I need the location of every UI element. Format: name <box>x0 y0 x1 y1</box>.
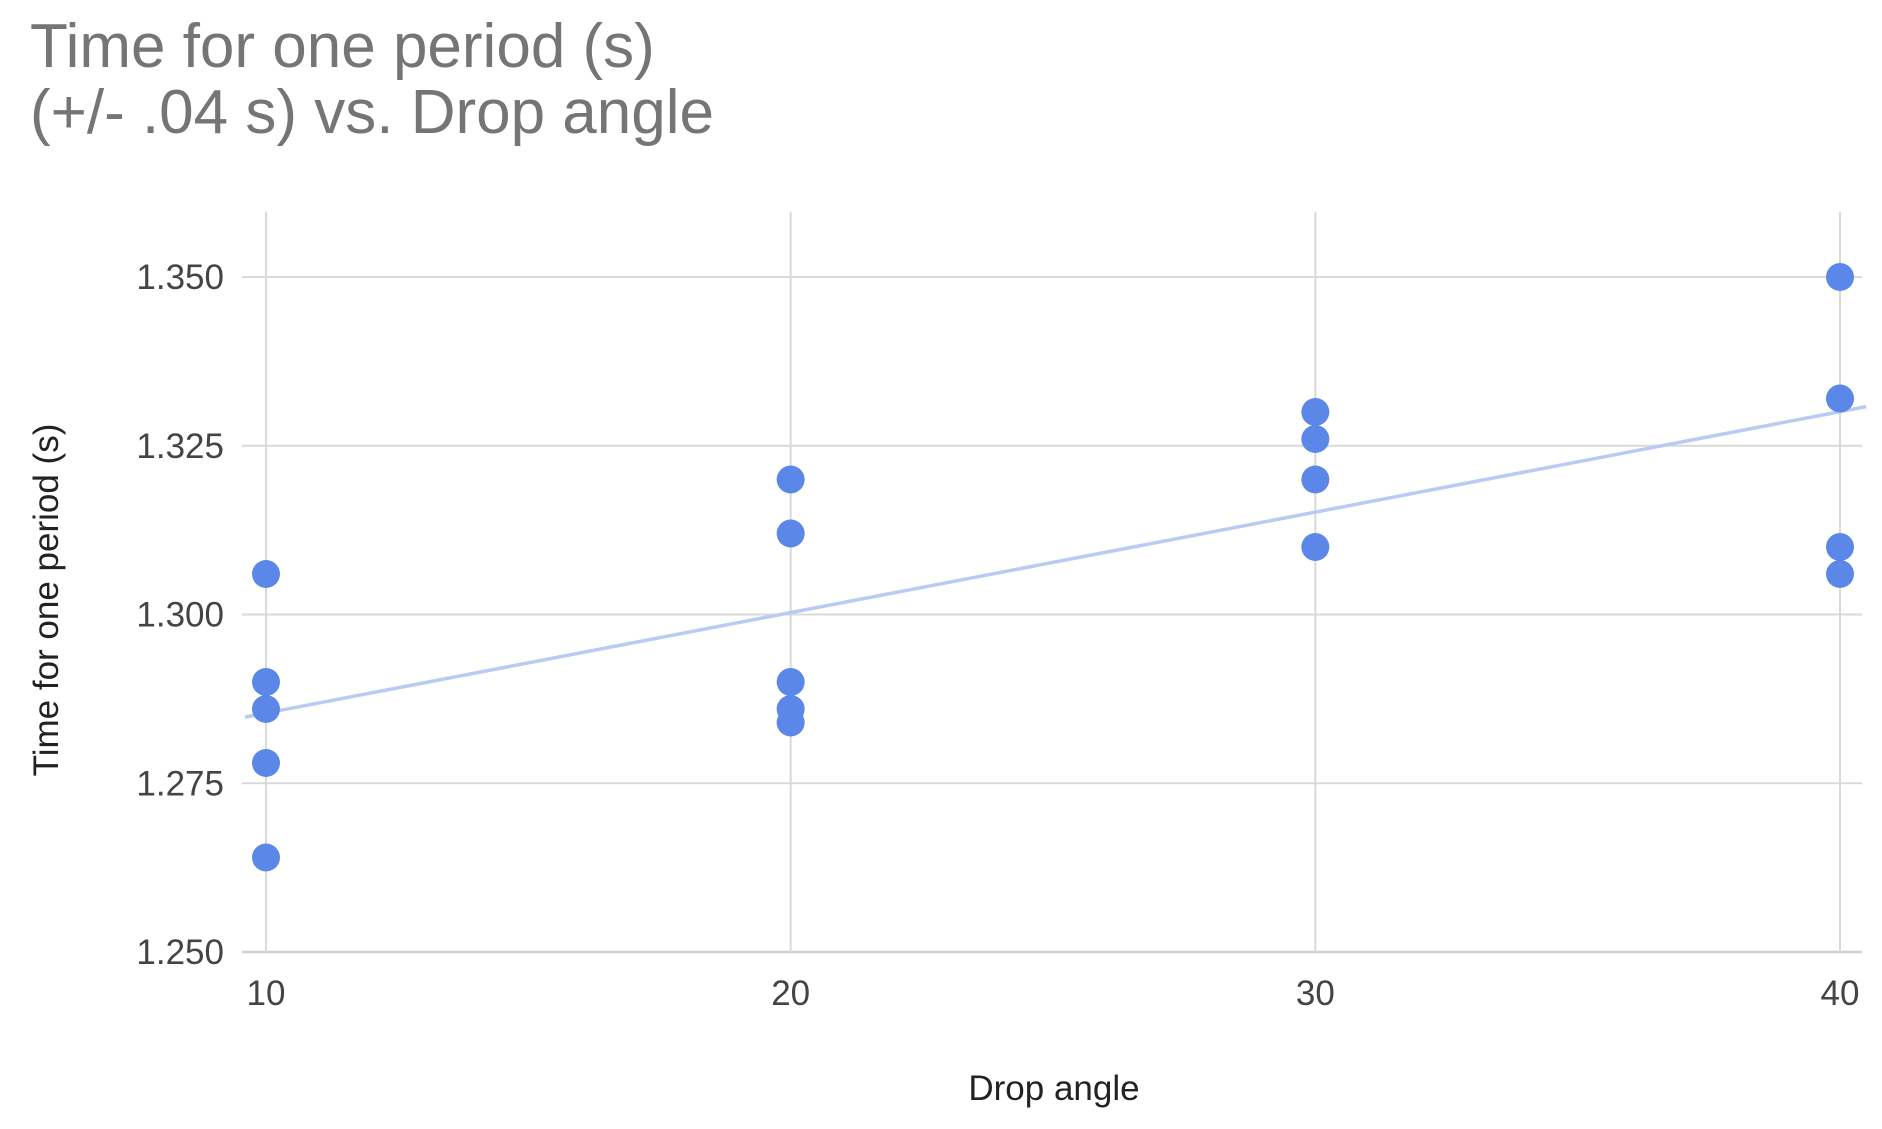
y-tick-label: 1.250 <box>136 933 224 972</box>
x-tick-label: 40 <box>1821 974 1860 1013</box>
trendline-layer <box>244 404 1867 719</box>
data-point <box>776 519 805 548</box>
y-axis-ticks: 1.250 1.275 1.300 1.325 1.350 <box>136 258 224 972</box>
grid-lines <box>242 212 1862 954</box>
y-tick-label: 1.325 <box>136 427 224 466</box>
data-point <box>1826 263 1854 291</box>
x-tick-label: 10 <box>247 974 286 1013</box>
data-point <box>776 465 805 494</box>
y-axis-title: Time for one period (s) <box>27 424 66 777</box>
data-point <box>1301 465 1330 494</box>
data-point <box>252 843 280 872</box>
data-point <box>252 668 280 696</box>
data-point <box>776 708 805 737</box>
data-point <box>252 749 280 777</box>
data-points <box>252 263 1854 872</box>
data-point <box>252 695 280 723</box>
data-point <box>1301 398 1330 426</box>
y-tick-label: 1.300 <box>136 596 224 635</box>
data-point <box>1826 384 1854 413</box>
y-tick-label: 1.350 <box>136 258 224 297</box>
x-axis-ticks: 10 20 30 40 <box>247 974 1860 1013</box>
x-tick-label: 20 <box>771 974 810 1013</box>
chart-title-line-2: (+/- .04 s) vs. Drop angle <box>30 78 714 147</box>
data-point <box>1826 533 1854 561</box>
x-axis-title: Drop angle <box>968 1069 1139 1108</box>
data-point <box>1826 560 1854 588</box>
chart-title-line-1: Time for one period (s) <box>30 12 655 81</box>
x-tick-label: 30 <box>1296 974 1335 1013</box>
y-tick-label: 1.275 <box>136 764 224 803</box>
trendline <box>244 404 1867 719</box>
data-point <box>1301 533 1330 561</box>
chart-title: Time for one period (s) (+/- .04 s) vs. … <box>30 14 714 146</box>
data-point <box>1301 425 1330 453</box>
data-point <box>776 668 805 696</box>
data-point <box>252 560 280 588</box>
